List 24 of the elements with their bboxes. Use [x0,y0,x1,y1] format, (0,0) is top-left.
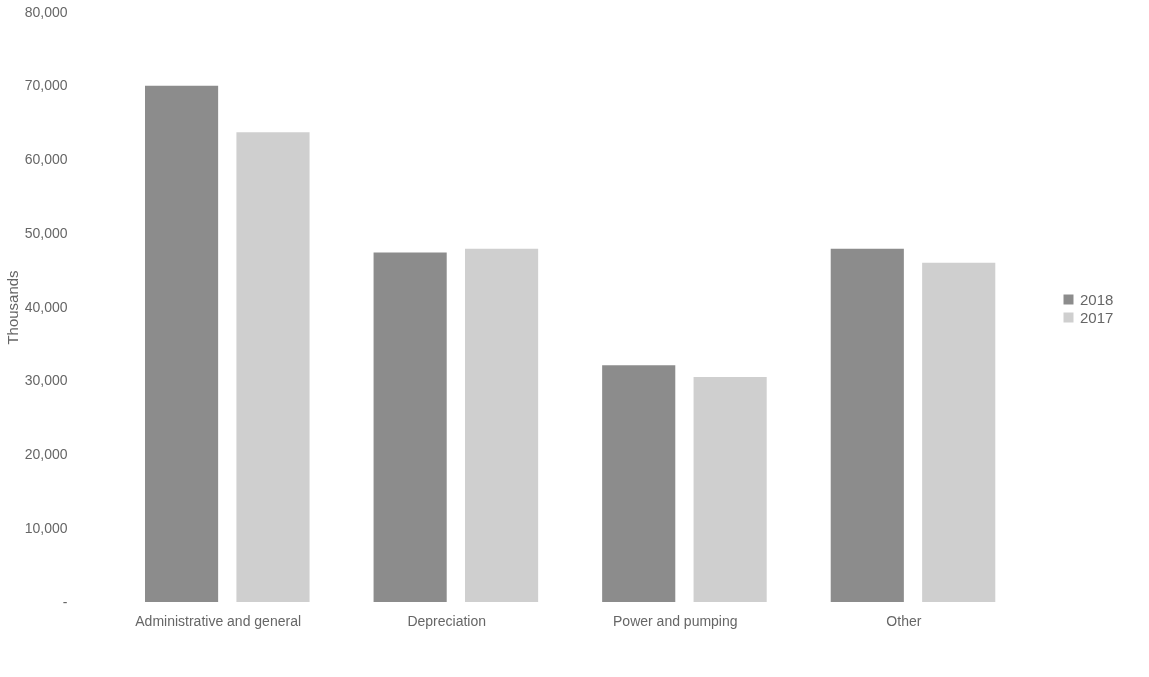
y-tick-label: 80,000 [24,3,68,20]
y-tick-label: 10,000 [24,519,68,536]
x-tick-label: Other [886,612,922,629]
y-tick-label: 50,000 [24,224,68,241]
bar [602,365,676,602]
x-tick-label: Administrative and general [135,612,302,629]
bar [236,132,310,602]
bar [830,248,904,602]
legend-label: 2018 [1080,290,1114,308]
y-tick-label: 30,000 [24,372,68,389]
bar [145,85,219,602]
x-tick-label: Depreciation [407,612,487,629]
bar [465,248,539,602]
y-tick-label: 60,000 [24,151,68,167]
bar [693,377,767,602]
y-tick-label: - [62,593,68,610]
y-tick-label: 70,000 [24,77,68,94]
y-tick-label: 20,000 [24,446,68,462]
bar [373,252,447,602]
legend-label: 2017 [1080,308,1114,326]
y-tick-label: 40,000 [24,298,68,315]
y-axis-title: Thousands [3,270,21,345]
bar [922,262,996,602]
x-tick-label: Power and pumping [613,612,738,629]
